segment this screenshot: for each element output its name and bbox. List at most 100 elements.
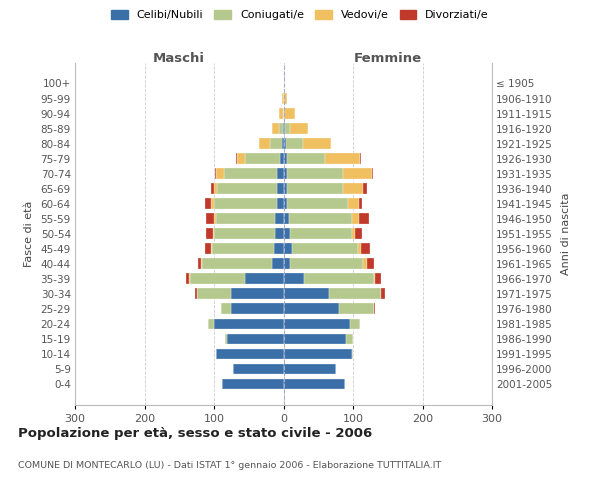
- Bar: [275, 214, 284, 224]
- Text: Popolazione per età, sesso e stato civile - 2006: Popolazione per età, sesso e stato civil…: [18, 428, 372, 440]
- Bar: [284, 304, 339, 314]
- Bar: [284, 364, 335, 374]
- Bar: [287, 153, 325, 164]
- Bar: [280, 108, 283, 119]
- Bar: [198, 258, 202, 269]
- Bar: [382, 288, 385, 300]
- Bar: [358, 244, 361, 254]
- Bar: [352, 348, 353, 360]
- Bar: [352, 214, 359, 224]
- Text: Femmine: Femmine: [353, 52, 422, 66]
- Bar: [280, 123, 283, 134]
- Bar: [208, 318, 214, 330]
- Bar: [339, 304, 374, 314]
- Bar: [284, 138, 286, 149]
- Bar: [212, 244, 274, 254]
- Bar: [283, 108, 284, 119]
- Bar: [214, 184, 217, 194]
- Bar: [367, 258, 374, 269]
- Bar: [214, 228, 275, 239]
- Bar: [346, 334, 353, 344]
- Bar: [232, 304, 284, 314]
- Bar: [283, 123, 284, 134]
- Bar: [202, 258, 272, 269]
- Bar: [206, 228, 212, 239]
- Bar: [364, 258, 367, 269]
- Bar: [284, 198, 287, 209]
- Bar: [284, 93, 287, 104]
- Bar: [290, 123, 308, 134]
- Bar: [284, 168, 287, 179]
- Bar: [274, 244, 284, 254]
- Bar: [374, 304, 375, 314]
- Bar: [190, 274, 245, 284]
- Bar: [236, 153, 237, 164]
- Bar: [280, 153, 284, 164]
- Bar: [232, 288, 284, 300]
- Bar: [233, 364, 284, 374]
- Bar: [284, 153, 287, 164]
- Bar: [372, 168, 373, 179]
- Bar: [284, 184, 287, 194]
- Bar: [275, 228, 284, 239]
- Bar: [284, 258, 290, 269]
- Bar: [282, 138, 284, 149]
- Bar: [284, 378, 344, 390]
- Y-axis label: Anni di nascita: Anni di nascita: [561, 192, 571, 275]
- Bar: [287, 168, 343, 179]
- Bar: [189, 274, 190, 284]
- Bar: [360, 153, 361, 164]
- Bar: [216, 214, 275, 224]
- Bar: [359, 198, 362, 209]
- Bar: [287, 184, 343, 194]
- Bar: [211, 184, 214, 194]
- Bar: [272, 258, 284, 269]
- Bar: [205, 198, 211, 209]
- Bar: [284, 123, 285, 134]
- Bar: [277, 168, 284, 179]
- Bar: [205, 244, 211, 254]
- Bar: [304, 274, 374, 284]
- Bar: [290, 258, 364, 269]
- Bar: [355, 228, 362, 239]
- Bar: [284, 228, 290, 239]
- Bar: [325, 153, 360, 164]
- Bar: [282, 93, 284, 104]
- Bar: [214, 198, 277, 209]
- Bar: [284, 334, 346, 344]
- Bar: [272, 123, 280, 134]
- Bar: [375, 274, 381, 284]
- Bar: [361, 244, 370, 254]
- Bar: [269, 138, 282, 149]
- Bar: [206, 214, 214, 224]
- Bar: [284, 348, 352, 360]
- Bar: [284, 318, 350, 330]
- Bar: [284, 274, 304, 284]
- Bar: [343, 168, 372, 179]
- Bar: [214, 318, 284, 330]
- Bar: [350, 318, 360, 330]
- Bar: [284, 244, 292, 254]
- Bar: [329, 288, 381, 300]
- Bar: [197, 288, 232, 300]
- Bar: [195, 288, 197, 300]
- Bar: [374, 274, 375, 284]
- Bar: [290, 228, 352, 239]
- Bar: [223, 378, 284, 390]
- Bar: [225, 334, 227, 344]
- Y-axis label: Fasce di età: Fasce di età: [23, 200, 34, 267]
- Bar: [284, 214, 289, 224]
- Bar: [245, 274, 284, 284]
- Bar: [224, 168, 277, 179]
- Bar: [245, 153, 280, 164]
- Bar: [277, 184, 284, 194]
- Bar: [211, 244, 212, 254]
- Bar: [348, 198, 359, 209]
- Text: COMUNE DI MONTECARLO (LU) - Dati ISTAT 1° gennaio 2006 - Elaborazione TUTTITALIA: COMUNE DI MONTECARLO (LU) - Dati ISTAT 1…: [18, 460, 441, 469]
- Bar: [217, 184, 277, 194]
- Bar: [352, 228, 355, 239]
- Bar: [237, 153, 245, 164]
- Bar: [364, 184, 367, 194]
- Bar: [381, 288, 382, 300]
- Bar: [227, 334, 284, 344]
